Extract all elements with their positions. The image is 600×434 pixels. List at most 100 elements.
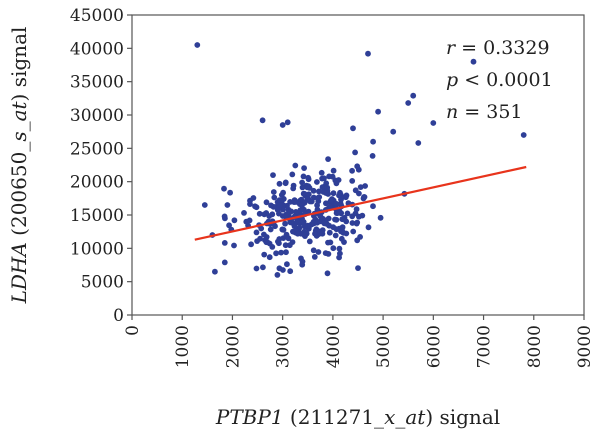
data-point xyxy=(270,172,276,179)
data-point xyxy=(410,92,417,99)
data-point xyxy=(293,209,299,215)
data-point xyxy=(243,218,250,225)
data-point xyxy=(365,50,371,57)
data-point xyxy=(221,213,228,220)
data-point xyxy=(312,230,318,237)
stat-p: p < 0.0001 xyxy=(446,69,553,91)
data-point xyxy=(356,190,362,197)
data-point xyxy=(272,223,278,230)
data-point xyxy=(321,175,327,182)
data-point xyxy=(324,270,331,277)
y-tick-label: 40000 xyxy=(70,39,124,59)
data-point xyxy=(430,120,437,126)
data-point xyxy=(318,169,325,176)
y-tick-label: 25000 xyxy=(70,139,124,159)
data-point xyxy=(253,229,260,236)
y-tick-label: 35000 xyxy=(70,73,124,93)
data-point xyxy=(306,238,313,245)
data-point xyxy=(470,58,477,65)
data-point xyxy=(317,213,324,220)
data-point xyxy=(370,203,376,210)
data-point xyxy=(224,202,231,208)
stat-r: r = 0.3329 xyxy=(446,37,550,59)
data-point xyxy=(316,194,323,201)
data-point xyxy=(336,245,343,252)
data-point xyxy=(308,198,315,205)
data-point xyxy=(221,240,228,246)
y-tick-label: 30000 xyxy=(70,106,124,126)
data-point xyxy=(294,230,301,237)
data-point xyxy=(278,249,284,256)
data-point xyxy=(283,249,289,256)
data-point xyxy=(284,119,291,126)
data-point xyxy=(322,190,329,196)
data-point xyxy=(252,203,258,210)
data-point xyxy=(314,202,320,209)
data-point xyxy=(336,192,342,199)
y-tick-label: 10000 xyxy=(70,239,124,259)
data-point xyxy=(300,173,307,180)
data-point xyxy=(284,261,290,268)
data-point xyxy=(297,207,304,214)
data-point xyxy=(263,234,270,240)
x-tick-label: 1000 xyxy=(173,325,193,368)
data-point xyxy=(316,188,322,195)
data-point xyxy=(305,191,312,198)
data-point xyxy=(330,167,337,174)
data-point xyxy=(221,259,228,266)
data-point xyxy=(326,229,333,236)
data-point xyxy=(324,184,331,191)
data-point xyxy=(354,237,361,244)
data-point xyxy=(263,199,270,206)
y-tick-label: 15000 xyxy=(70,206,124,226)
data-point xyxy=(286,242,293,249)
x-axis: 0 1000 2000 3000 4000 5000 6000 7000 8000 9000 xyxy=(123,315,595,368)
x-tick-label: 2000 xyxy=(223,325,243,368)
data-point xyxy=(340,229,347,236)
data-point xyxy=(299,261,306,268)
data-point xyxy=(362,183,368,189)
data-point xyxy=(365,224,372,231)
data-point xyxy=(256,210,263,217)
data-point xyxy=(332,216,338,223)
data-point xyxy=(231,242,237,249)
data-point xyxy=(270,189,277,195)
data-point xyxy=(212,268,218,275)
data-point xyxy=(282,220,288,227)
data-point xyxy=(287,199,293,205)
data-point xyxy=(274,272,281,278)
y-tick-label: 0 xyxy=(113,306,124,326)
data-point xyxy=(250,195,257,201)
data-point xyxy=(279,122,286,128)
data-point xyxy=(278,192,285,198)
data-point xyxy=(279,226,286,233)
data-point xyxy=(231,217,238,224)
data-point xyxy=(349,220,356,226)
data-point xyxy=(343,192,350,199)
data-point xyxy=(354,163,361,170)
data-point xyxy=(357,184,364,191)
data-point xyxy=(330,245,337,252)
data-point xyxy=(305,174,312,181)
data-point xyxy=(268,202,274,209)
x-axis-title: PTBP1 (211271_x_at) signal xyxy=(215,405,500,429)
data-point xyxy=(259,117,266,124)
data-point xyxy=(248,241,255,248)
data-point xyxy=(333,201,340,207)
data-point xyxy=(325,251,332,257)
data-point xyxy=(247,201,253,208)
data-point xyxy=(282,180,289,187)
data-point xyxy=(390,128,397,135)
data-point xyxy=(520,132,527,138)
data-point xyxy=(375,108,381,115)
data-point xyxy=(289,171,296,178)
data-point xyxy=(323,200,329,207)
data-point xyxy=(349,167,355,174)
data-point xyxy=(301,223,308,230)
x-tick-label: 0 xyxy=(123,325,143,336)
data-point xyxy=(273,250,279,257)
data-point xyxy=(291,223,298,230)
regression-line xyxy=(194,165,527,241)
y-axis-title: LDHA (200650_s_at) signal xyxy=(7,27,31,305)
